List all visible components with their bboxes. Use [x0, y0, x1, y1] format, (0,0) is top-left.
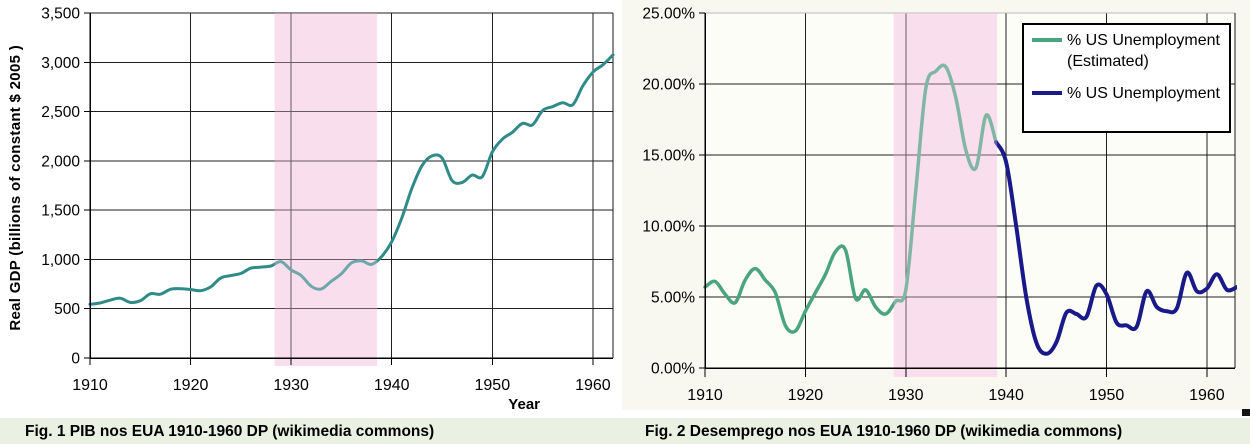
x-tick-label: 1940 [988, 387, 1024, 404]
y-tick-label: 3,000 [41, 55, 80, 72]
x-tick-label: 1950 [1089, 387, 1125, 404]
y-tick-label: 2,000 [41, 153, 80, 170]
y-tick-label: 0 [71, 351, 80, 368]
legend-entry: % US Unemployment (Estimated) [1032, 30, 1223, 72]
depression-band [274, 13, 378, 366]
y-tick-label: 0.00% [651, 361, 695, 378]
x-tick-label: 1960 [575, 377, 611, 394]
y-tick-label: 1,000 [41, 252, 80, 269]
x-tick-label: 1930 [888, 387, 924, 404]
depression-band [893, 13, 998, 377]
y-tick-label: 20.00% [642, 77, 695, 94]
legend-entry-label: % US Unemployment [1067, 85, 1220, 102]
real-gdp-line [88, 53, 615, 306]
fig1-y-axis-title-wrap: Real GDP (billions of constant $ 2005 ) [2, 0, 28, 375]
y-tick-label: 2,500 [41, 104, 80, 121]
fig2-caption: Fig. 2 Desemprego nos EUA 1910-1960 DP (… [645, 423, 1123, 440]
y-tick-label: 5.00% [651, 290, 695, 307]
y-tick-label: 15.00% [642, 148, 695, 165]
legend-entry: % US Unemployment [1032, 83, 1223, 104]
scrollbar-fragment[interactable] [1242, 409, 1250, 416]
x-tick-label: 1940 [374, 377, 410, 394]
fig2-legend: % US Unemployment (Estimated) % US Unemplo… [1022, 23, 1231, 133]
legend-line-swatch [1032, 91, 1062, 95]
y-tick-label: 10.00% [642, 219, 695, 236]
y-tick-label: 3,500 [41, 6, 80, 23]
depression-band-overlay [893, 13, 998, 377]
x-tick-label: 1930 [273, 377, 309, 394]
y-tick-label: 1,500 [41, 203, 80, 220]
x-tick-label: 1920 [788, 387, 824, 404]
x-tick-label: 1960 [1189, 387, 1225, 404]
depression-band-overlay [274, 13, 378, 366]
fig1-y-axis-title: Real GDP (billions of constant $ 2005 ) [6, 44, 24, 331]
x-tick-label: 1910 [72, 377, 108, 394]
legend-line-swatch [1032, 38, 1062, 42]
unemployment-estimated-line [703, 63, 998, 334]
fig1-x-axis-title: Year [508, 396, 540, 413]
y-tick-label: 500 [54, 301, 80, 318]
x-tick-label: 1950 [475, 377, 511, 394]
fig1-caption: Fig. 1 PIB nos EUA 1910-1960 DP (wikimed… [25, 423, 435, 440]
caption-bar [0, 418, 1250, 444]
legend-entry-label: % US Unemployment (Estimated) [1067, 32, 1220, 70]
x-tick-label: 1910 [687, 387, 723, 404]
x-tick-label: 1920 [173, 377, 209, 394]
y-tick-label: 25.00% [642, 6, 695, 23]
unemployment-official-line [994, 140, 1237, 356]
